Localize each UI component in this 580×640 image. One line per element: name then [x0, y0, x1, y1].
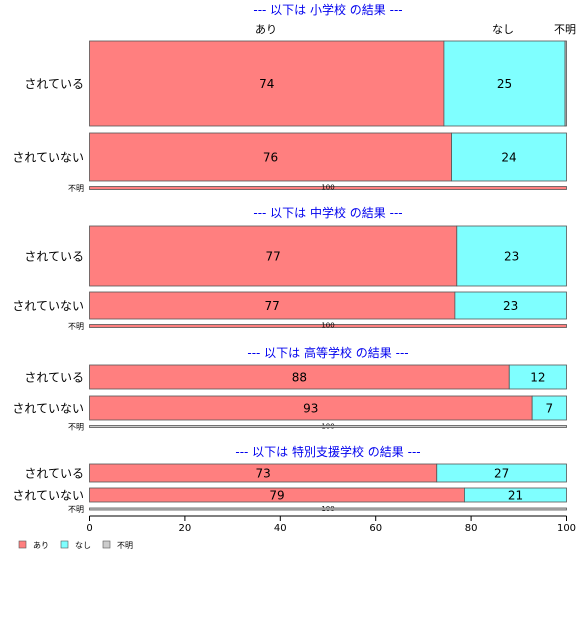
bar-p1-r0-s1: [456, 225, 567, 287]
bar-p1-r1-s0: [89, 291, 456, 320]
bar-p2-r0-s0: [89, 364, 510, 390]
value-label-p1-r0-s1: 23: [504, 250, 519, 264]
row-label-p3-r0: されている: [24, 467, 84, 481]
legend-swatch-1: [60, 540, 69, 549]
value-label-p0-r0-s0: 74: [259, 77, 274, 91]
value-label-p0-r1-s1: 24: [501, 151, 516, 165]
bar-p0-r1-s0: [89, 132, 452, 182]
value-label-p1-r2-s0: 100: [321, 322, 334, 330]
bar-p2-r2-s2: [89, 425, 567, 428]
bar-p3-r1-s1: [464, 487, 567, 503]
bar-p1-r0-s0: [89, 225, 458, 287]
top-label-2: 不明: [554, 23, 576, 36]
value-label-p0-r2-s0: 100: [321, 184, 334, 192]
bar-p0-r0-s0: [89, 40, 445, 127]
bar-p1-r2-s0: [89, 324, 567, 328]
legend-swatch-2: [102, 540, 111, 549]
row-label-p3-r1: されていない: [12, 489, 84, 503]
bar-p2-r1-s0: [89, 395, 533, 421]
value-label-p0-r0-s1: 25: [497, 77, 512, 91]
top-label-1: なし: [492, 23, 514, 36]
x-tick-label-5: 100: [557, 523, 576, 534]
row-label-p0-r2: 不明: [68, 184, 84, 193]
row-label-p2-r0: されている: [24, 371, 84, 385]
legend-swatch-0: [18, 540, 27, 549]
bar-p0-r0-s1: [443, 40, 566, 127]
legend-label-0: あり: [33, 541, 49, 550]
value-label-p2-r0-s1: 12: [530, 371, 545, 385]
row-label-p1-r1: されていない: [12, 299, 84, 313]
x-tick-label-2: 40: [274, 523, 287, 534]
value-label-p3-r1-s0: 79: [269, 489, 284, 503]
bar-p2-r0-s1: [508, 364, 567, 390]
x-tick-label-4: 80: [465, 523, 478, 534]
panel-title-2: --- 以下は 高等学校 の結果 ---: [247, 345, 408, 360]
x-tick-label-0: 0: [86, 523, 92, 534]
row-label-p3-r2: 不明: [68, 505, 84, 514]
value-label-p1-r0-s0: 77: [266, 250, 281, 264]
value-label-p3-r1-s1: 21: [508, 489, 523, 503]
row-label-p0-r1: されていない: [12, 151, 84, 165]
bar-p0-r1-s1: [451, 132, 567, 182]
legend-label-2: 不明: [117, 541, 133, 550]
value-label-p3-r0-s1: 27: [494, 467, 509, 481]
bar-p2-r1-s1: [531, 395, 567, 421]
bar-p3-r0-s1: [436, 463, 567, 483]
panel-title-3: --- 以下は 特別支援学校 の結果 ---: [235, 444, 420, 459]
value-label-p0-r1-s0: 76: [263, 151, 278, 165]
row-label-p2-r2: 不明: [68, 423, 84, 432]
legend-label-1: なし: [75, 541, 91, 550]
row-label-p1-r0: されている: [24, 250, 84, 264]
bar-p0-r0-s2: [564, 40, 567, 127]
row-label-p1-r2: 不明: [68, 322, 84, 331]
panel-title-0: --- 以下は 小学校 の結果 ---: [253, 2, 402, 17]
value-label-p1-r1-s0: 77: [265, 299, 280, 313]
x-tick-label-3: 60: [369, 523, 382, 534]
value-label-p2-r1-s1: 7: [546, 402, 554, 416]
row-label-p0-r0: されている: [24, 77, 84, 91]
value-label-p2-r0-s0: 88: [292, 371, 307, 385]
top-label-0: あり: [255, 23, 277, 36]
value-label-p2-r1-s0: 93: [303, 402, 318, 416]
bar-p3-r2-s2: [89, 507, 567, 511]
bar-p1-r1-s1: [454, 291, 567, 320]
value-label-p1-r1-s1: 23: [503, 299, 518, 313]
row-label-p2-r1: されていない: [12, 402, 84, 416]
panel-title-1: --- 以下は 中学校 の結果 ---: [253, 205, 402, 220]
bar-p0-r2-s0: [89, 186, 567, 190]
x-tick-label-1: 20: [179, 523, 192, 534]
value-label-p3-r0-s0: 73: [255, 467, 270, 481]
